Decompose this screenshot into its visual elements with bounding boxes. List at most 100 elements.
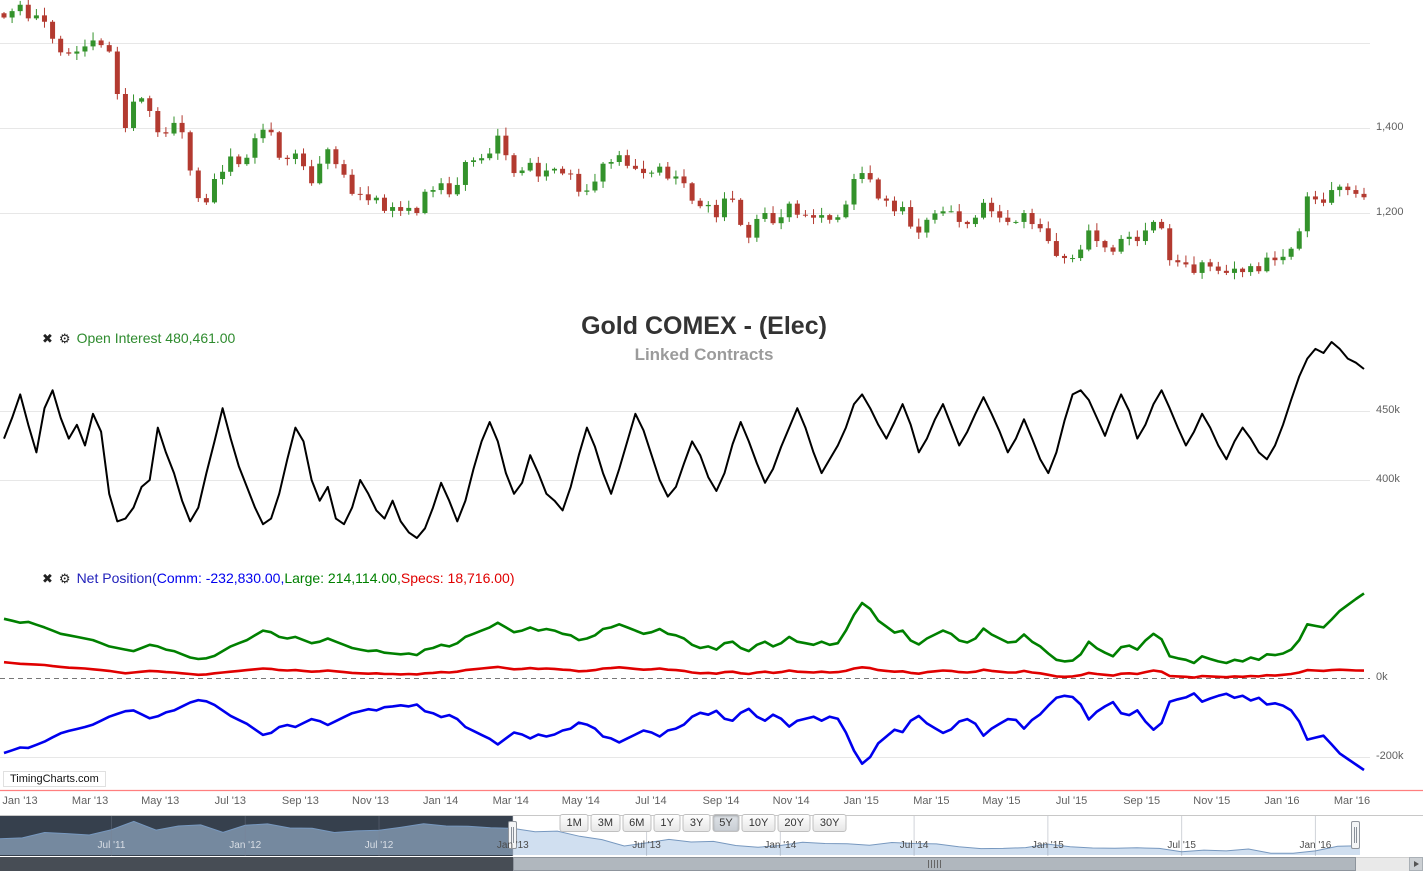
range-button-1m[interactable]: 1M <box>559 814 589 833</box>
candle-body <box>1061 255 1067 259</box>
candle-body <box>632 165 638 169</box>
candle-body <box>414 207 420 213</box>
candle-body <box>543 170 549 177</box>
open-interest-value: Open Interest 480,461.00 <box>76 330 236 346</box>
y-axis-tick-label: 0k <box>1376 671 1388 683</box>
range-button-30y[interactable]: 30Y <box>812 814 847 833</box>
chart-subtitle: Linked Contracts <box>634 345 774 364</box>
candle-body <box>1102 241 1108 248</box>
range-button-6m[interactable]: 6M <box>622 814 652 833</box>
candle-body <box>276 132 282 158</box>
range-button-3m[interactable]: 3M <box>590 814 621 833</box>
candle-body <box>373 197 379 201</box>
candle-body <box>1264 257 1270 272</box>
candle-body <box>503 135 509 156</box>
candle-body <box>341 164 347 175</box>
candle-body <box>916 226 922 233</box>
close-icon[interactable]: ✖ <box>42 570 53 586</box>
open-interest-label: ✖ ⚙ Open Interest 480,461.00 <box>42 330 235 346</box>
candle-body <box>1118 238 1124 252</box>
scrollbar-grip-icon <box>928 860 941 868</box>
candle-body <box>41 15 47 22</box>
candle-body <box>1053 241 1059 256</box>
candle-body <box>292 153 298 160</box>
range-button-20y[interactable]: 20Y <box>777 814 811 833</box>
range-button-3y[interactable]: 3Y <box>682 814 711 833</box>
open-interest-line <box>3 341 1365 539</box>
candle-body <box>600 163 606 182</box>
x-axis-tick-label: Sep '13 <box>281 795 319 807</box>
candle-body <box>1240 268 1246 273</box>
x-axis-tick-label: Mar '13 <box>71 795 109 807</box>
gridlines <box>0 43 1370 758</box>
candle-body <box>1337 186 1343 191</box>
net-large-line <box>3 592 1365 665</box>
candle-body <box>139 98 145 102</box>
scrollbar-unselected-region[interactable] <box>0 857 513 871</box>
candle-body <box>1086 230 1092 250</box>
candle-body <box>50 21 56 39</box>
price-candles <box>1 0 1367 280</box>
net-position-label: ✖ ⚙ Net Position(Comm: -232,830.00,Large… <box>42 570 515 586</box>
candle-body <box>203 198 209 203</box>
candle-body <box>446 183 452 195</box>
gear-icon[interactable]: ⚙ <box>58 330 71 346</box>
candle-body <box>1029 213 1035 225</box>
gear-icon[interactable]: ⚙ <box>58 570 71 586</box>
candle-body <box>875 179 881 199</box>
range-button-10y[interactable]: 10Y <box>741 814 776 833</box>
x-axis-tick-label: Sep '14 <box>702 795 740 807</box>
range-button-5y[interactable]: 5Y <box>712 814 740 833</box>
candle-body <box>349 174 355 194</box>
candle-body <box>462 162 468 185</box>
net-comm-value: Comm: -232,830.00, <box>156 570 285 586</box>
candle-body <box>981 202 987 218</box>
candle-body <box>624 155 630 166</box>
candle-body <box>1207 262 1213 267</box>
candle-body <box>568 173 574 175</box>
candle-body <box>535 162 541 177</box>
candle-body <box>1345 186 1351 191</box>
navigator-right-handle[interactable] <box>1351 821 1360 849</box>
candle-body <box>730 198 736 200</box>
candle-body <box>390 207 396 211</box>
net-position-values: Net Position(Comm: -232,830.00,Large: 21… <box>77 570 515 586</box>
x-axis-tick-label: Nov '14 <box>772 795 810 807</box>
y-axis-tick-label: 1,200 <box>1376 206 1404 218</box>
candle-body <box>705 204 711 207</box>
range-button-1y[interactable]: 1Y <box>653 814 681 833</box>
candle-body <box>236 156 242 165</box>
candle-body <box>713 204 719 218</box>
candle-body <box>527 162 533 171</box>
navigator-area <box>0 821 1360 855</box>
candle-body <box>381 197 387 211</box>
candle-body <box>891 200 897 212</box>
candle-body <box>1142 230 1148 242</box>
candle-body <box>972 217 978 225</box>
candle-body <box>1078 249 1084 259</box>
y-axis-tick-label: 1,400 <box>1376 121 1404 133</box>
candle-body <box>883 198 889 201</box>
candle-body <box>835 217 841 220</box>
candle-body <box>1167 228 1173 261</box>
candle-body <box>1361 193 1367 198</box>
navigator[interactable] <box>0 815 1423 856</box>
close-icon[interactable]: ✖ <box>42 330 53 346</box>
candle-body <box>1296 231 1302 249</box>
candle-body <box>964 221 970 225</box>
watermark: TimingCharts.com <box>3 771 106 787</box>
navigator-tick-label: Jan '13 <box>496 840 529 851</box>
navigator-tick-label: Jul '14 <box>899 840 929 851</box>
net-position-prefix: Net Position( <box>76 570 157 586</box>
candle-body <box>398 207 404 211</box>
candle-body <box>689 183 695 201</box>
candle-body <box>746 224 752 238</box>
x-axis-tick-label: Jul '13 <box>214 795 247 807</box>
candle-body <box>1070 258 1076 260</box>
scrollbar-right-arrow-button[interactable] <box>1409 857 1423 871</box>
navigator-left-handle[interactable] <box>508 821 517 849</box>
candle-body <box>1126 236 1132 239</box>
candle-body <box>1231 268 1237 273</box>
